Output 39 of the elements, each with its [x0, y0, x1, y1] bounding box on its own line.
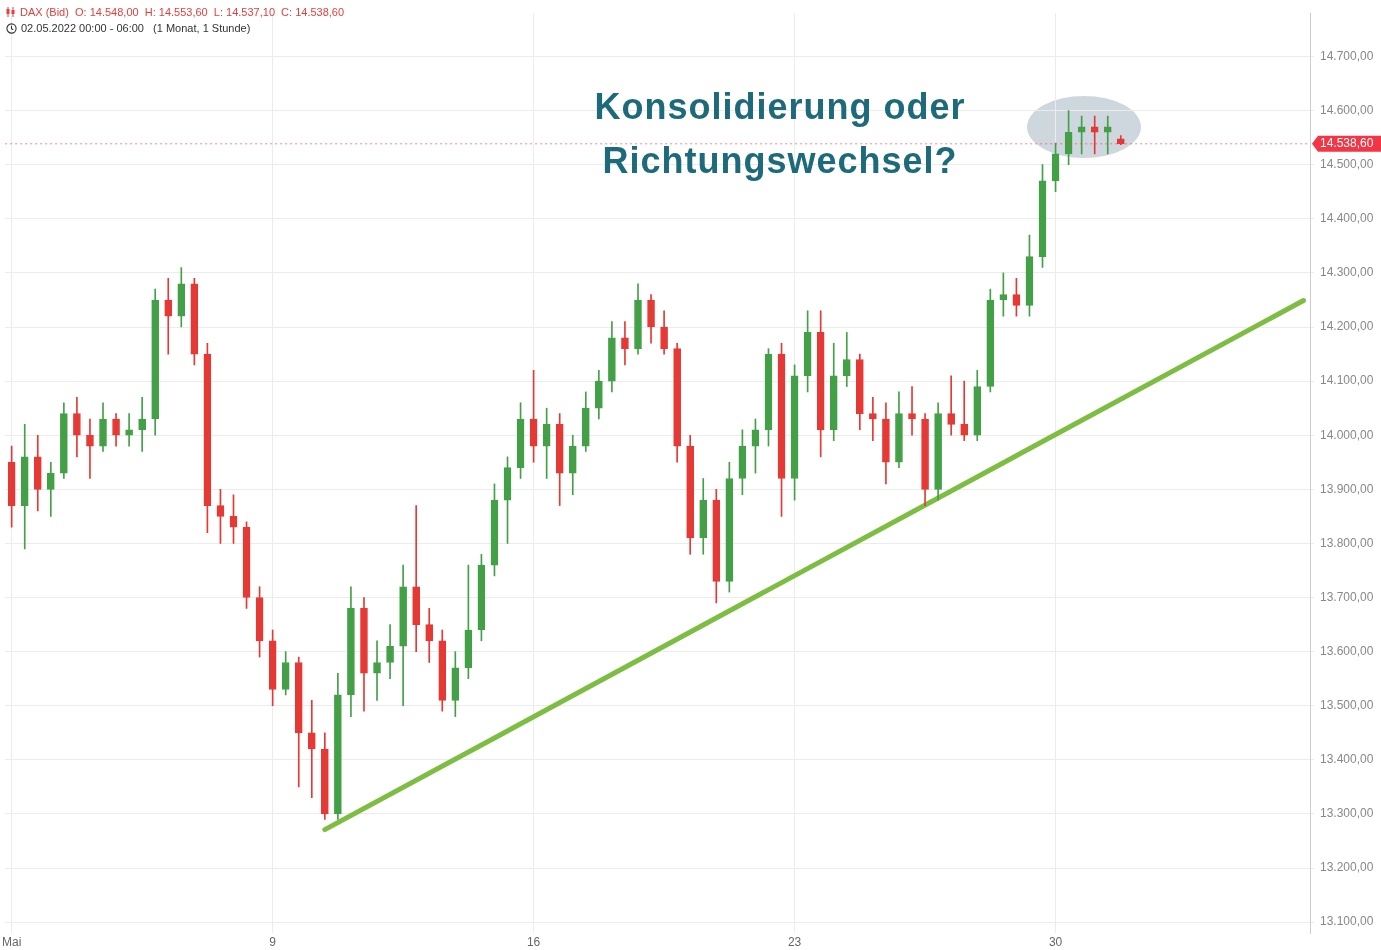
y-tick-label: 13.900,00 [1320, 481, 1374, 496]
y-tick-label: 13.500,00 [1320, 698, 1374, 713]
chart-title: DAX (Bid) O: 14.548,00 H: 14.553,60 L: 14.537,10 C: 14.538,60 [20, 6, 345, 18]
text: 02.05.2022 00:00 - 06:00 (1 Monat, 1 Stunde) [21, 22, 251, 34]
y-tick-label: 13.800,00 [1320, 535, 1374, 550]
y-tick-label: 13.600,00 [1320, 643, 1374, 658]
x-tick-label: 16 [526, 934, 541, 949]
y-tick-label: 13.100,00 [1320, 914, 1374, 929]
x-tick-label: Mai [2, 934, 22, 949]
y-tick-label: 14.700,00 [1320, 48, 1374, 63]
y-tick-label: 14.400,00 [1320, 211, 1374, 226]
candlestick [1090, 115, 1099, 155]
candlestick [164, 277, 173, 355]
ref-line-label: 14.538,60 [1320, 136, 1374, 151]
y-tick-label: 13.700,00 [1320, 589, 1374, 604]
annotation: Konsolidierung oder Richtungswechsel? [593, 85, 967, 183]
candlestick [125, 413, 133, 447]
y-tick-label: 14.300,00 [1320, 265, 1374, 280]
y-tick-label: 13.400,00 [1320, 752, 1374, 767]
candlestick [373, 640, 381, 701]
x-tick-label: 9 [269, 934, 277, 949]
candlestick [621, 321, 629, 366]
candlestick [908, 386, 916, 436]
y-tick-label: 14.100,00 [1320, 373, 1374, 388]
y-tick-label: 14.600,00 [1320, 102, 1374, 117]
candlestick [307, 700, 316, 799]
x-tick-label: 30 [1048, 934, 1063, 949]
y-tick-label: 13.300,00 [1320, 806, 1374, 821]
candlestick [960, 380, 969, 441]
candlestick [869, 397, 877, 441]
y-tick-label: 14.500,00 [1320, 157, 1374, 172]
y-tick-label: 14.200,00 [1320, 319, 1374, 334]
y-tick-label: 14.000,00 [1320, 427, 1374, 442]
candlestick [947, 375, 955, 436]
y-tick-label: 13.200,00 [1320, 860, 1374, 875]
candlestick [1103, 115, 1112, 155]
candlestick [86, 418, 94, 479]
x-tick-label: 23 [787, 934, 802, 949]
candlestick [138, 397, 146, 452]
